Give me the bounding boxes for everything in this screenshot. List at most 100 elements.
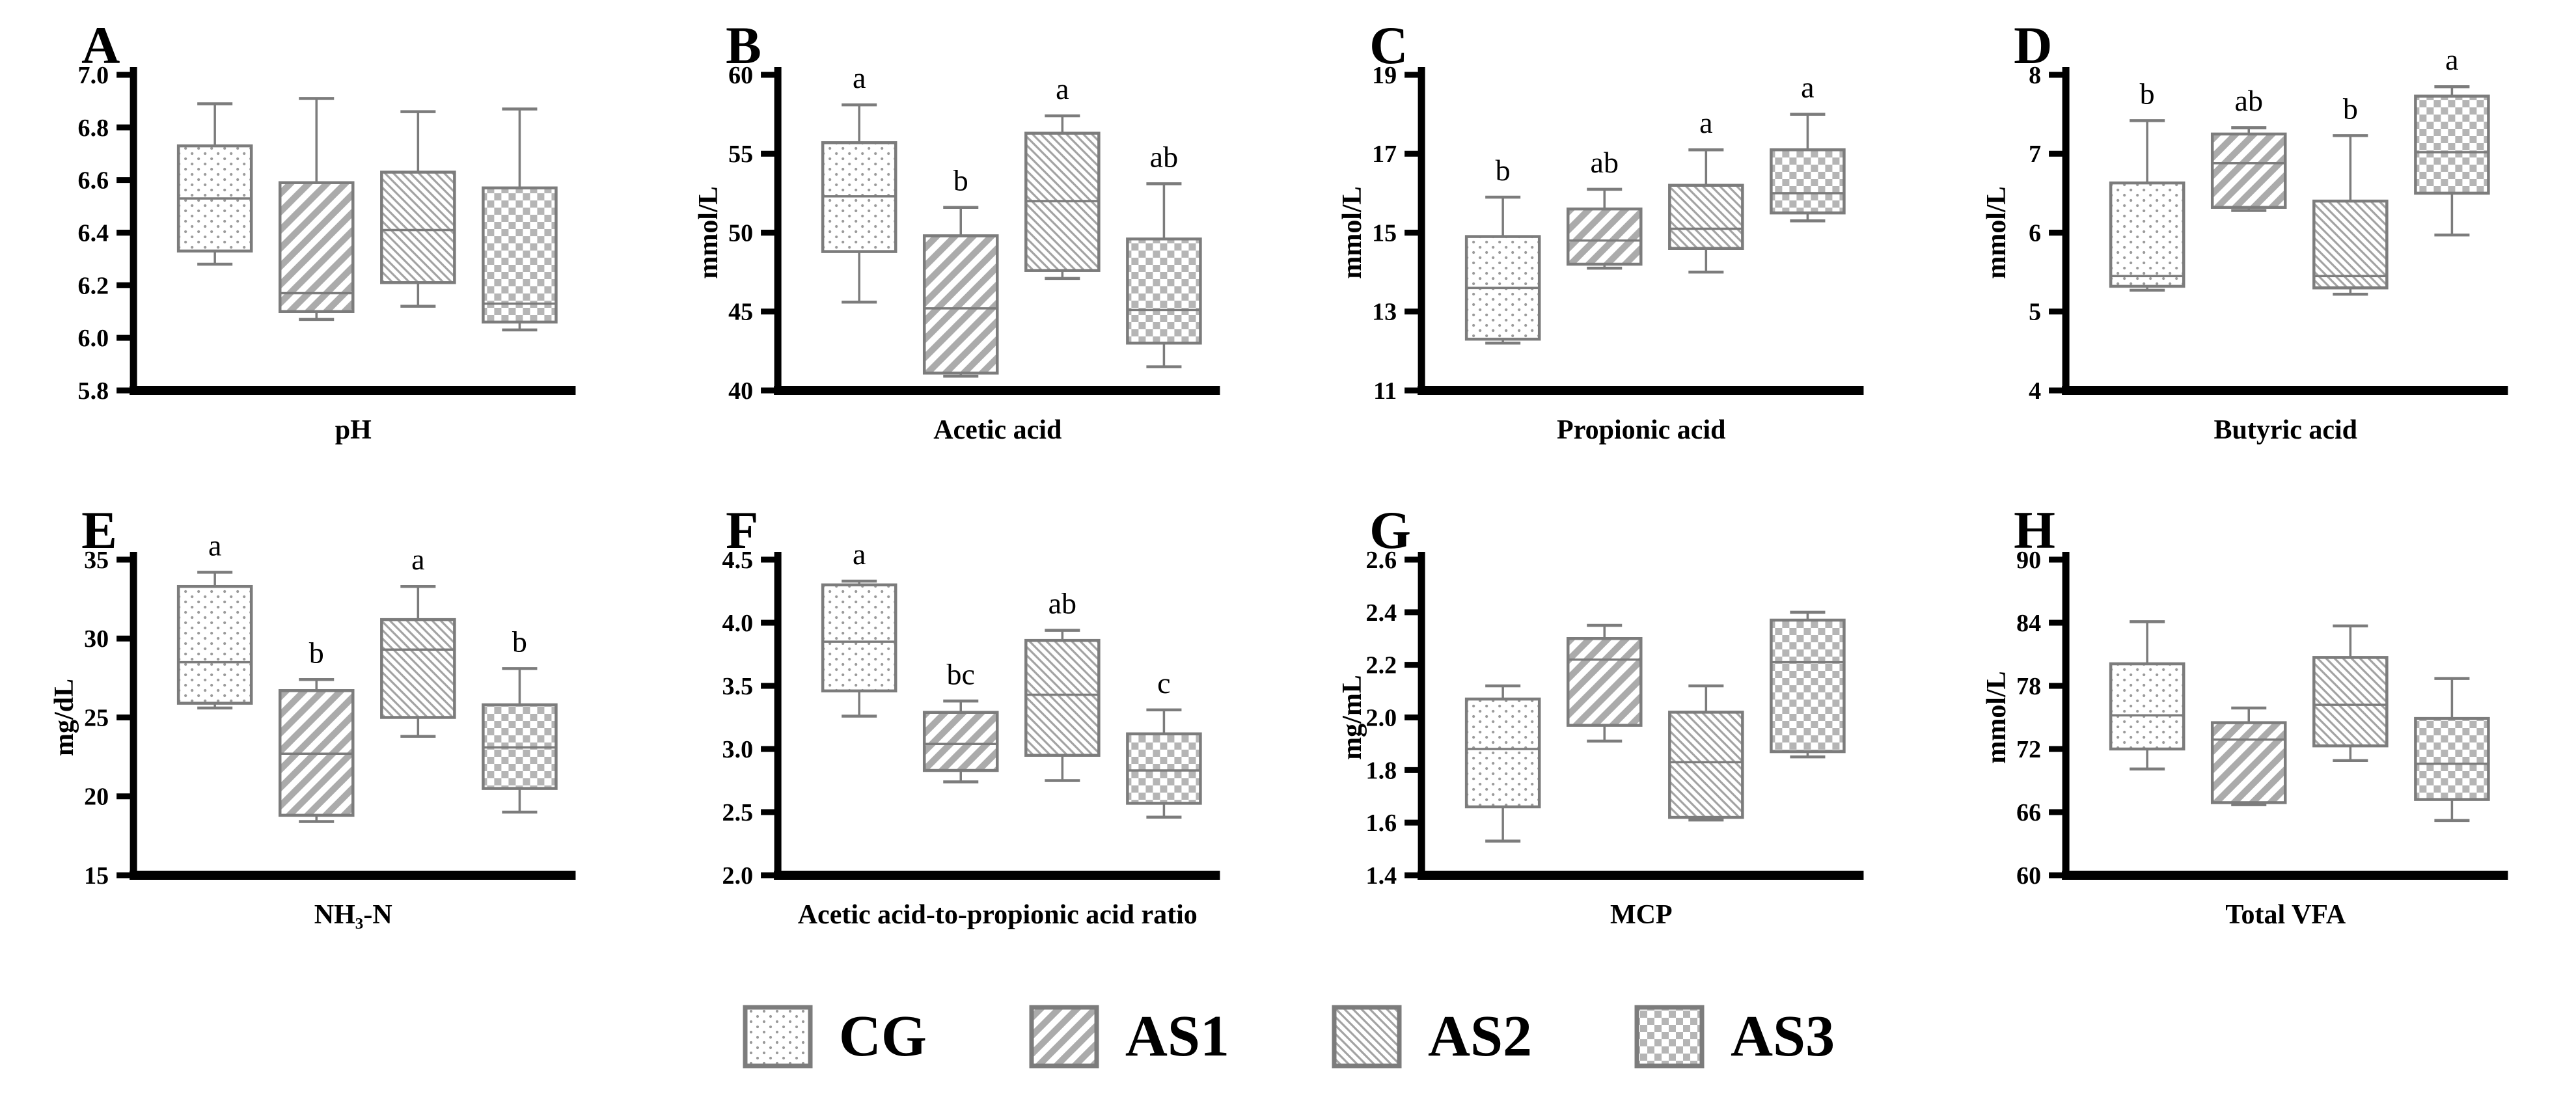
panel-grid: A 7.0 6.8 6.6 6.4 6.2 6.0 5.8 pH B 60 55 50 45 40 mmol… [0,0,2576,970]
y-tick-label: 6.2 [78,272,109,299]
box-rect-CG [2109,181,2185,288]
legend-label-as1: AS1 [1125,1003,1229,1069]
significance-letter: b [512,625,527,658]
significance-letter: ab [1149,140,1177,173]
boxplot-AS3 [2413,677,2490,823]
y-tick-label: 2.5 [722,799,753,826]
y-tick-label: 55 [728,141,753,168]
y-tick-label: 72 [2016,736,2041,763]
y-tick-label: 1.6 [1366,810,1397,837]
significance-letter: ab [2234,84,2262,117]
y-tick-label: 20 [84,783,109,811]
axes: 60 55 50 45 40 [728,62,1220,405]
y-tick-label: 4 [2029,377,2041,405]
y-tick-label: 30 [84,625,109,653]
legend-swatch-rect-CG [743,1005,813,1068]
panel-F-acetic-propionic-ratio: F 4.5 4.0 3.5 3.0 2.5 2.0 Acetic acid-to-propio… [644,485,1289,970]
panel-B-acetic-acid: B 60 55 50 45 40 mmol/L Acetic acid a b a ab [644,0,1289,485]
box-rect-AS3 [1770,148,1846,215]
significance-letter: a [852,61,865,94]
significance-letter: ab [1048,587,1076,620]
boxplot-AS1: b [278,636,355,823]
y-tick-label: 2.4 [1366,599,1397,627]
box-rect-AS2 [380,618,456,719]
boxplot-AS1 [278,97,355,321]
boxplot-AS2: ab [1024,587,1101,782]
box-rect-CG [176,584,253,705]
boxplot-CG [176,102,253,266]
y-tick-label: 13 [1372,299,1397,326]
y-tick-label: 1.4 [1366,862,1397,890]
legend-label-as2: AS2 [1427,1003,1533,1069]
box-rect-AS1 [2210,721,2287,804]
y-tick-label: 15 [1372,220,1397,247]
box-rect-AS1 [2210,132,2287,209]
panel-letter: A [81,16,120,75]
box-rect-AS3 [482,186,558,324]
y-tick-label: 4.0 [722,610,753,637]
boxplot-CG: b [2109,77,2185,292]
y-axis-label: mmol/L [1337,186,1367,279]
panel-letter: C [1369,16,1408,75]
panel-D-chart: D8 7 6 5 4 mmol/L Butyric acid b ab b a [1982,16,2508,445]
boxplot-AS2: b [2312,92,2389,296]
y-tick-label: 7.0 [78,62,109,89]
boxplot-AS2 [2312,624,2389,763]
boxplot-AS3: ab [1125,140,1202,368]
y-tick-label: 2.6 [1366,547,1397,574]
significance-letter: b [2342,92,2357,125]
panel-E-chart: E35 30 25 20 15 mg/dL NH₃-N a b a b [49,500,576,930]
y-tick-label: 15 [84,862,109,890]
significance-letter: c [1157,666,1170,700]
panel-G-mcp: G 2.6 2.4 2.2 2.0 1.8 1.6 1.4 mg/mL MCP [1288,485,1932,970]
y-tick-label: 5 [2029,299,2041,326]
axes: 19 17 15 13 11 [1372,62,1864,405]
box-rect-AS2 [2312,199,2389,290]
legend-swatch-stripes-down [1332,1005,1402,1068]
boxplot-AS3: a [1770,71,1846,223]
boxplot-AS3: b [482,625,558,814]
box-rect-AS3 [1125,732,1202,805]
y-tick-label: 45 [728,299,753,326]
y-tick-label: 3.5 [722,673,753,700]
y-tick-label: 90 [2016,547,2041,574]
axes: 90 84 78 72 66 60 [2016,547,2508,890]
y-tick-label: 19 [1372,62,1397,89]
box-rect-AS3 [2413,94,2490,195]
y-tick-label: 35 [84,547,109,574]
legend-swatch-checker [1634,1005,1705,1068]
y-tick-label: 17 [1372,141,1397,168]
x-axis-label: Total VFA [2225,900,2346,930]
y-axis-label: mmol/L [1982,186,2012,279]
boxplot-AS3: c [1125,666,1202,819]
box-rect-CG [821,583,897,693]
panel-G-chart: G2.6 2.4 2.2 2.0 1.8 1.6 1.4 mg/mL MCP [1337,500,1864,930]
panel-E-nh3-n: E 35 30 25 20 15 mg/dL NH₃-N a b a b [0,485,644,970]
panel-C-propionic-acid: C 19 17 15 13 11 mmol/L Propionic acid b ab a a [1288,0,1932,485]
x-axis-label: Butyric acid [2213,415,2357,445]
axes: 35 30 25 20 15 [84,547,576,890]
y-axis-label: mmol/L [1982,671,2012,763]
legend-swatch-stripes-up [1029,1005,1099,1068]
legend-swatch-dots [743,1005,813,1068]
significance-letter: a [2445,43,2458,76]
y-tick-label: 2.2 [1366,652,1397,679]
panel-H-total-vfa: H 90 84 78 72 66 60 mmol/L Total VFA [1932,485,2576,970]
y-tick-label: 1.8 [1366,757,1397,784]
box-rect-CG [1464,697,1541,809]
significance-letter: b [953,164,968,197]
box-rect-CG [2109,662,2185,751]
box-rect-AS2 [1024,638,1101,757]
y-tick-label: 25 [84,705,109,732]
box-rect-AS2 [380,170,456,284]
legend-item-as3: AS3 [1633,1003,1835,1070]
boxplot-AS1: bc [922,657,999,783]
boxplot-AS3 [482,107,558,332]
axes: 8 7 6 5 4 [2029,62,2508,405]
y-tick-label: 2.0 [1366,705,1397,732]
panel-letter: G [1369,500,1411,560]
y-axis-label: mmol/L [694,186,724,279]
y-tick-label: 6 [2029,220,2041,247]
